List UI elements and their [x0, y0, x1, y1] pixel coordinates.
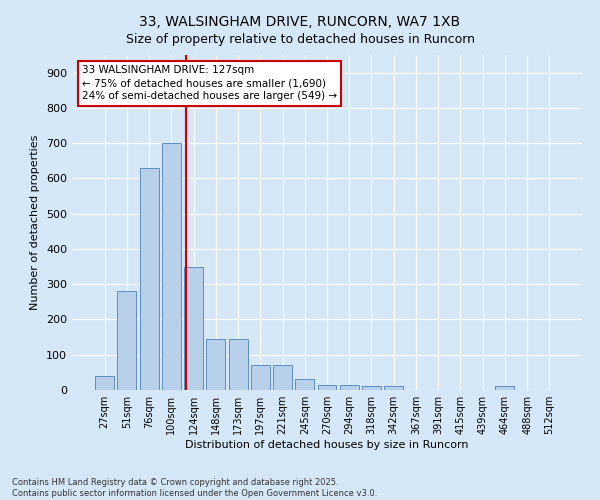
Bar	[362, 386, 381, 390]
Bar	[340, 384, 359, 390]
Text: 33, WALSINGHAM DRIVE, RUNCORN, WA7 1XB: 33, WALSINGHAM DRIVE, RUNCORN, WA7 1XB	[139, 15, 461, 29]
Bar	[295, 380, 314, 390]
Bar	[496, 386, 514, 390]
Bar	[162, 143, 181, 390]
Text: Size of property relative to detached houses in Runcorn: Size of property relative to detached ho…	[125, 32, 475, 46]
Bar	[384, 386, 403, 390]
X-axis label: Distribution of detached houses by size in Runcorn: Distribution of detached houses by size …	[185, 440, 469, 450]
Bar	[140, 168, 158, 390]
Bar	[184, 266, 203, 390]
Bar	[251, 366, 270, 390]
Text: 33 WALSINGHAM DRIVE: 127sqm
← 75% of detached houses are smaller (1,690)
24% of : 33 WALSINGHAM DRIVE: 127sqm ← 75% of det…	[82, 65, 337, 102]
Bar	[206, 339, 225, 390]
Bar	[95, 376, 114, 390]
Bar	[317, 384, 337, 390]
Y-axis label: Number of detached properties: Number of detached properties	[31, 135, 40, 310]
Bar	[118, 292, 136, 390]
Text: Contains HM Land Registry data © Crown copyright and database right 2025.
Contai: Contains HM Land Registry data © Crown c…	[12, 478, 377, 498]
Bar	[229, 339, 248, 390]
Bar	[273, 366, 292, 390]
